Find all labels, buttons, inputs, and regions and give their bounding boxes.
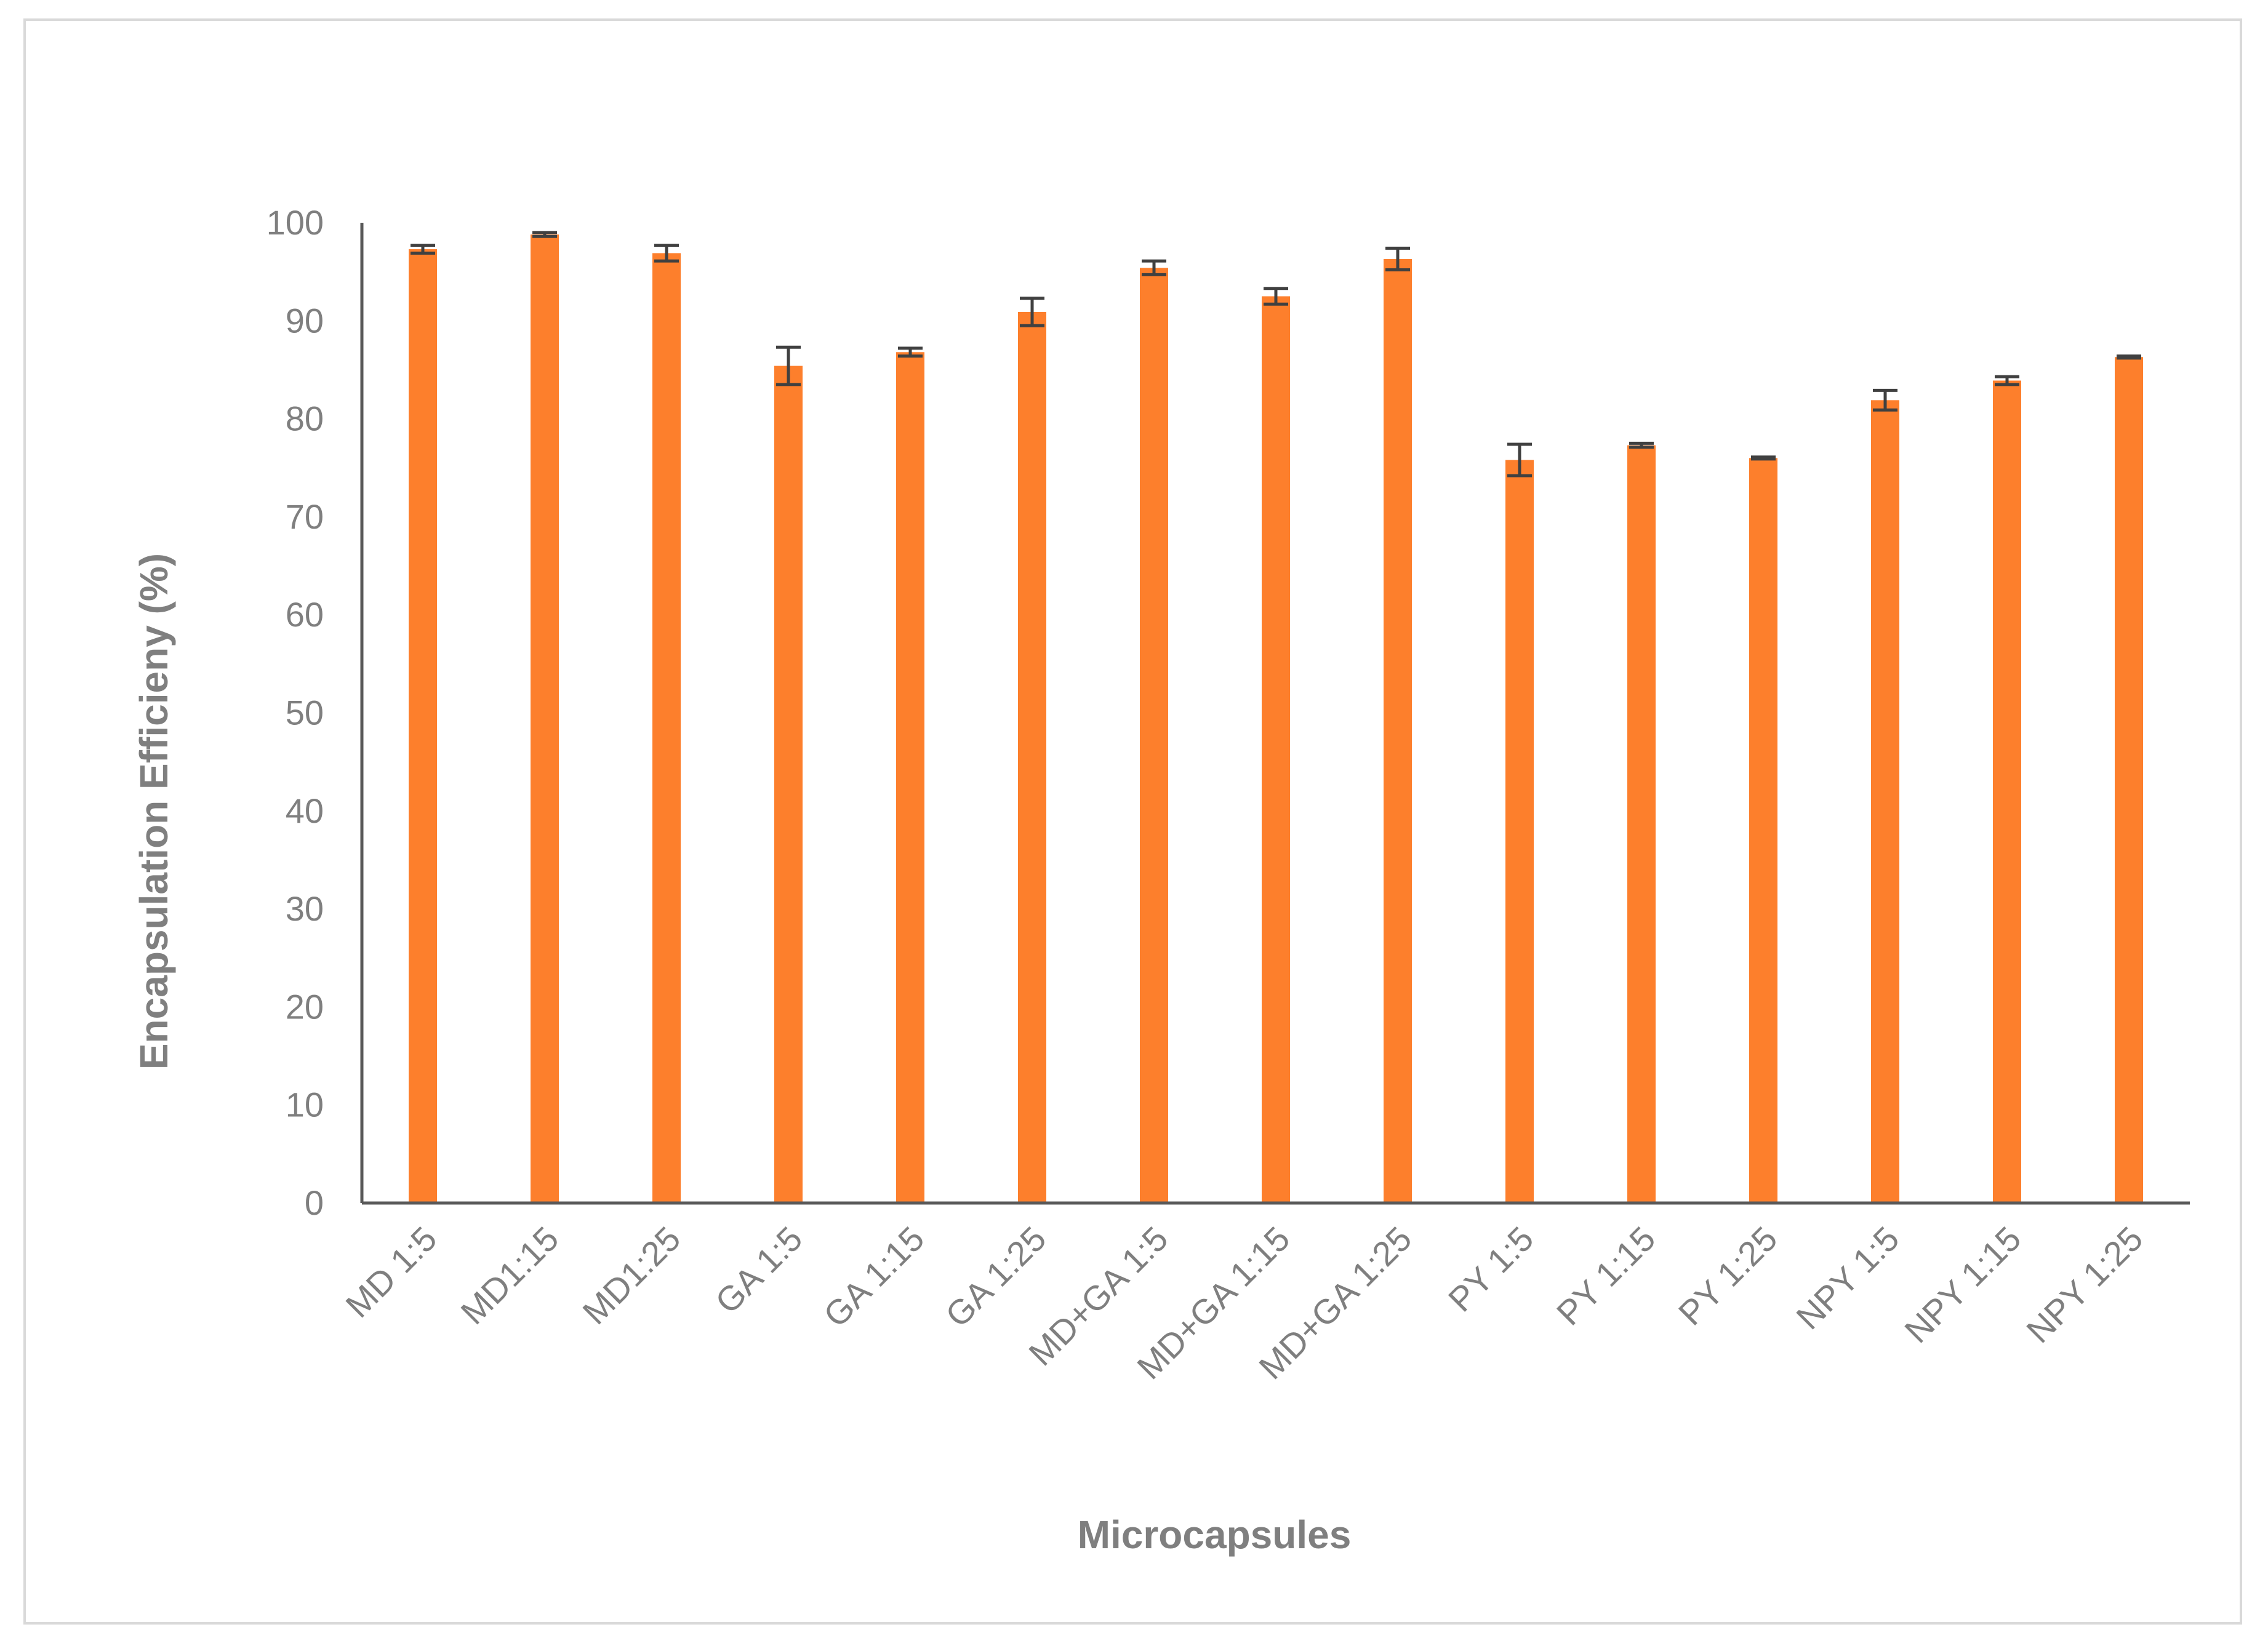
error-bar — [1142, 259, 1166, 276]
x-tick-label: NPY 1:25 — [2019, 1219, 2150, 1350]
x-tick-label: MD1:15 — [453, 1219, 566, 1332]
y-tick-label: 20 — [286, 987, 324, 1026]
bar — [1749, 458, 1777, 1203]
x-tick-label: PY 1:15 — [1549, 1219, 1663, 1333]
y-tick-label: 80 — [286, 399, 324, 438]
y-tick-label: 100 — [266, 203, 324, 242]
error-bar — [1020, 297, 1044, 327]
y-tick-label: 90 — [286, 301, 324, 340]
y-tick-label: 10 — [286, 1085, 324, 1124]
y-axis-title: Encapsulation Efficieny (%) — [132, 553, 176, 1069]
bar — [409, 249, 437, 1203]
bars — [409, 234, 2143, 1204]
error-bar — [776, 345, 801, 386]
error-bar — [1873, 388, 1897, 412]
bar — [896, 352, 924, 1203]
y-axis-ticks: 0 10 20 30 40 50 60 70 80 90 100 — [266, 203, 324, 1222]
bar — [1871, 400, 1899, 1203]
bar — [1384, 258, 1412, 1203]
x-axis-title: Microcapsules — [1078, 1513, 1352, 1557]
error-bars — [411, 231, 2141, 478]
x-axis-tick-labels: MD 1:5 MD1:15 MD1:25 GA 1:5 GA 1:15 GA 1:25MD… — [338, 1219, 2150, 1386]
bar — [2115, 357, 2143, 1204]
y-tick-label: 40 — [286, 791, 324, 830]
error-bar — [1264, 287, 1288, 306]
x-tick-label: PY 1:5 — [1441, 1219, 1541, 1319]
error-bar — [411, 244, 435, 255]
bar — [1627, 445, 1656, 1203]
x-tick-label: GA 1:15 — [816, 1219, 932, 1335]
bar — [531, 234, 559, 1204]
x-tick-label: GA 1:25 — [938, 1219, 1054, 1335]
y-tick-label: 0 — [305, 1183, 324, 1222]
x-tick-label: MD 1:5 — [338, 1219, 444, 1325]
error-bar — [1385, 246, 1410, 271]
x-tick-label: NPY 1:15 — [1897, 1219, 2028, 1350]
error-bar — [1507, 442, 1532, 478]
x-tick-label: GA 1:5 — [708, 1219, 810, 1321]
y-tick-label: 30 — [286, 889, 324, 928]
y-tick-label: 60 — [286, 595, 324, 634]
error-bar — [532, 231, 557, 238]
y-tick-label: 70 — [286, 497, 324, 536]
error-bar — [898, 346, 923, 358]
error-bar — [1629, 441, 1654, 449]
bar — [1505, 460, 1534, 1203]
bar — [774, 366, 803, 1203]
y-tick-label: 50 — [286, 694, 324, 732]
error-bar — [2117, 354, 2141, 360]
bar — [1993, 380, 2021, 1203]
bar — [1262, 296, 1290, 1204]
bar — [1140, 268, 1168, 1203]
x-tick-label: NPY 1:5 — [1789, 1219, 1906, 1337]
error-bar — [1751, 455, 1776, 461]
x-tick-label: MD1:25 — [575, 1219, 687, 1332]
bar — [652, 253, 681, 1203]
error-bar — [1995, 375, 2019, 386]
error-bar — [654, 244, 679, 263]
bar — [1018, 311, 1046, 1203]
x-tick-label: PY 1:25 — [1671, 1219, 1785, 1333]
